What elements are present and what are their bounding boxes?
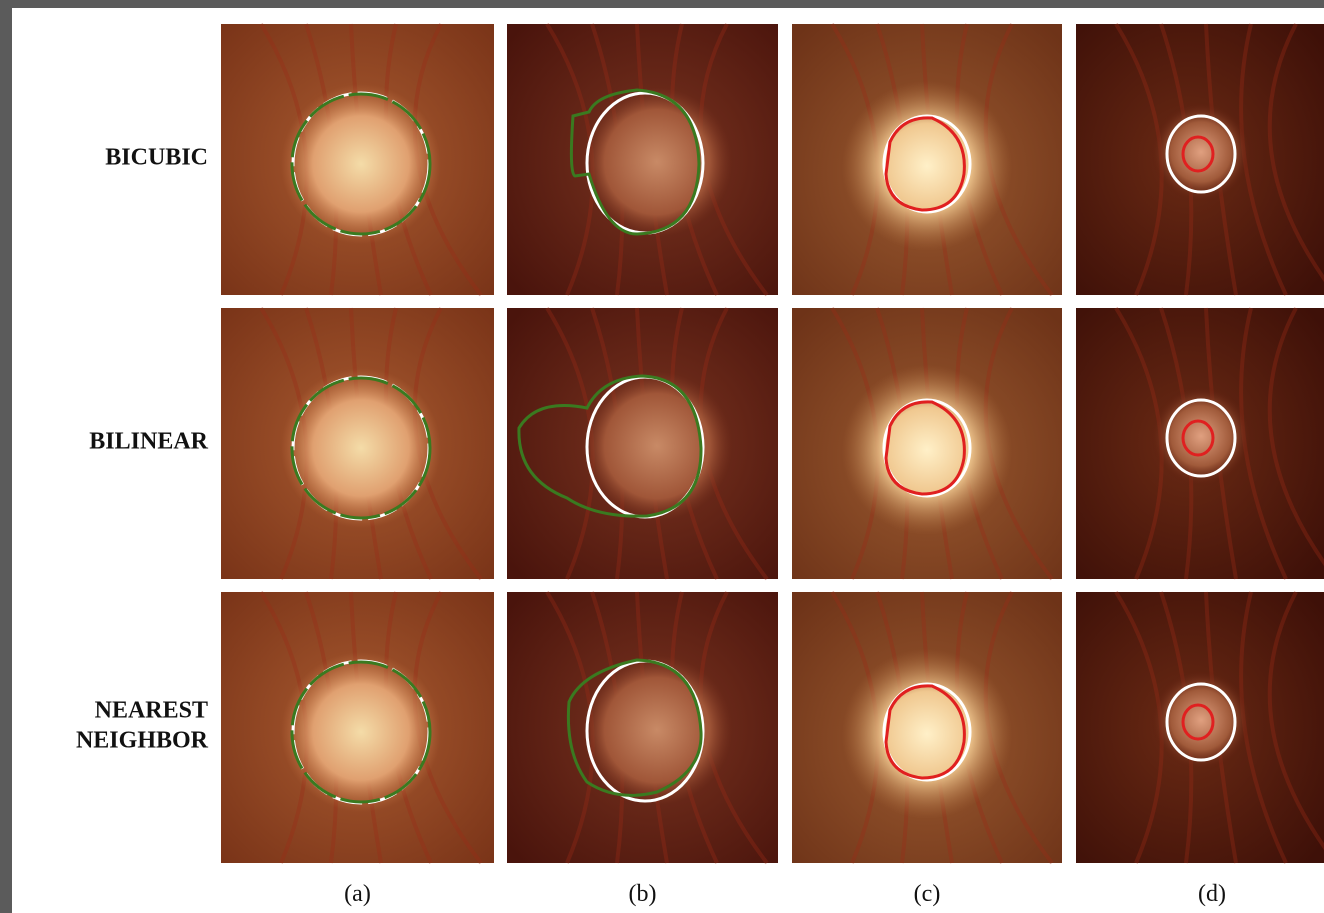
fundus-image xyxy=(792,308,1062,579)
fundus-image xyxy=(792,24,1062,295)
row-label-line: NEAREST xyxy=(95,698,208,724)
column-label: (c) xyxy=(914,881,941,907)
fundus-image xyxy=(792,592,1062,863)
column-label: (a) xyxy=(344,881,371,907)
optic-disc xyxy=(281,368,441,528)
fundus-image xyxy=(221,308,494,579)
column-label: (d) xyxy=(1198,881,1226,907)
fundus-image xyxy=(221,592,494,863)
optic-disc xyxy=(281,652,441,812)
row-label-line: NEIGHBOR xyxy=(76,728,209,754)
row-label-line: BICUBIC xyxy=(105,145,208,171)
optic-disc xyxy=(842,81,1012,251)
optic-disc xyxy=(281,84,441,244)
row-label: BICUBIC xyxy=(105,145,208,171)
fundus-image xyxy=(1076,308,1324,579)
row-label: BILINEAR xyxy=(89,429,208,455)
optic-disc xyxy=(842,649,1012,819)
fundus-image xyxy=(221,24,494,295)
fundus-image xyxy=(507,592,778,863)
fundus-image xyxy=(507,308,778,579)
fundus-image xyxy=(1076,24,1324,295)
optic-disc xyxy=(842,365,1012,535)
column-label: (b) xyxy=(629,881,657,907)
fundus-image xyxy=(507,24,778,295)
figure-canvas: BICUBIC (a) (b) (c) (d) BILINEAR NEAREST NEIGHB… xyxy=(0,0,1324,913)
row-label-line: BILINEAR xyxy=(89,429,208,455)
fundus-image xyxy=(1076,592,1324,863)
